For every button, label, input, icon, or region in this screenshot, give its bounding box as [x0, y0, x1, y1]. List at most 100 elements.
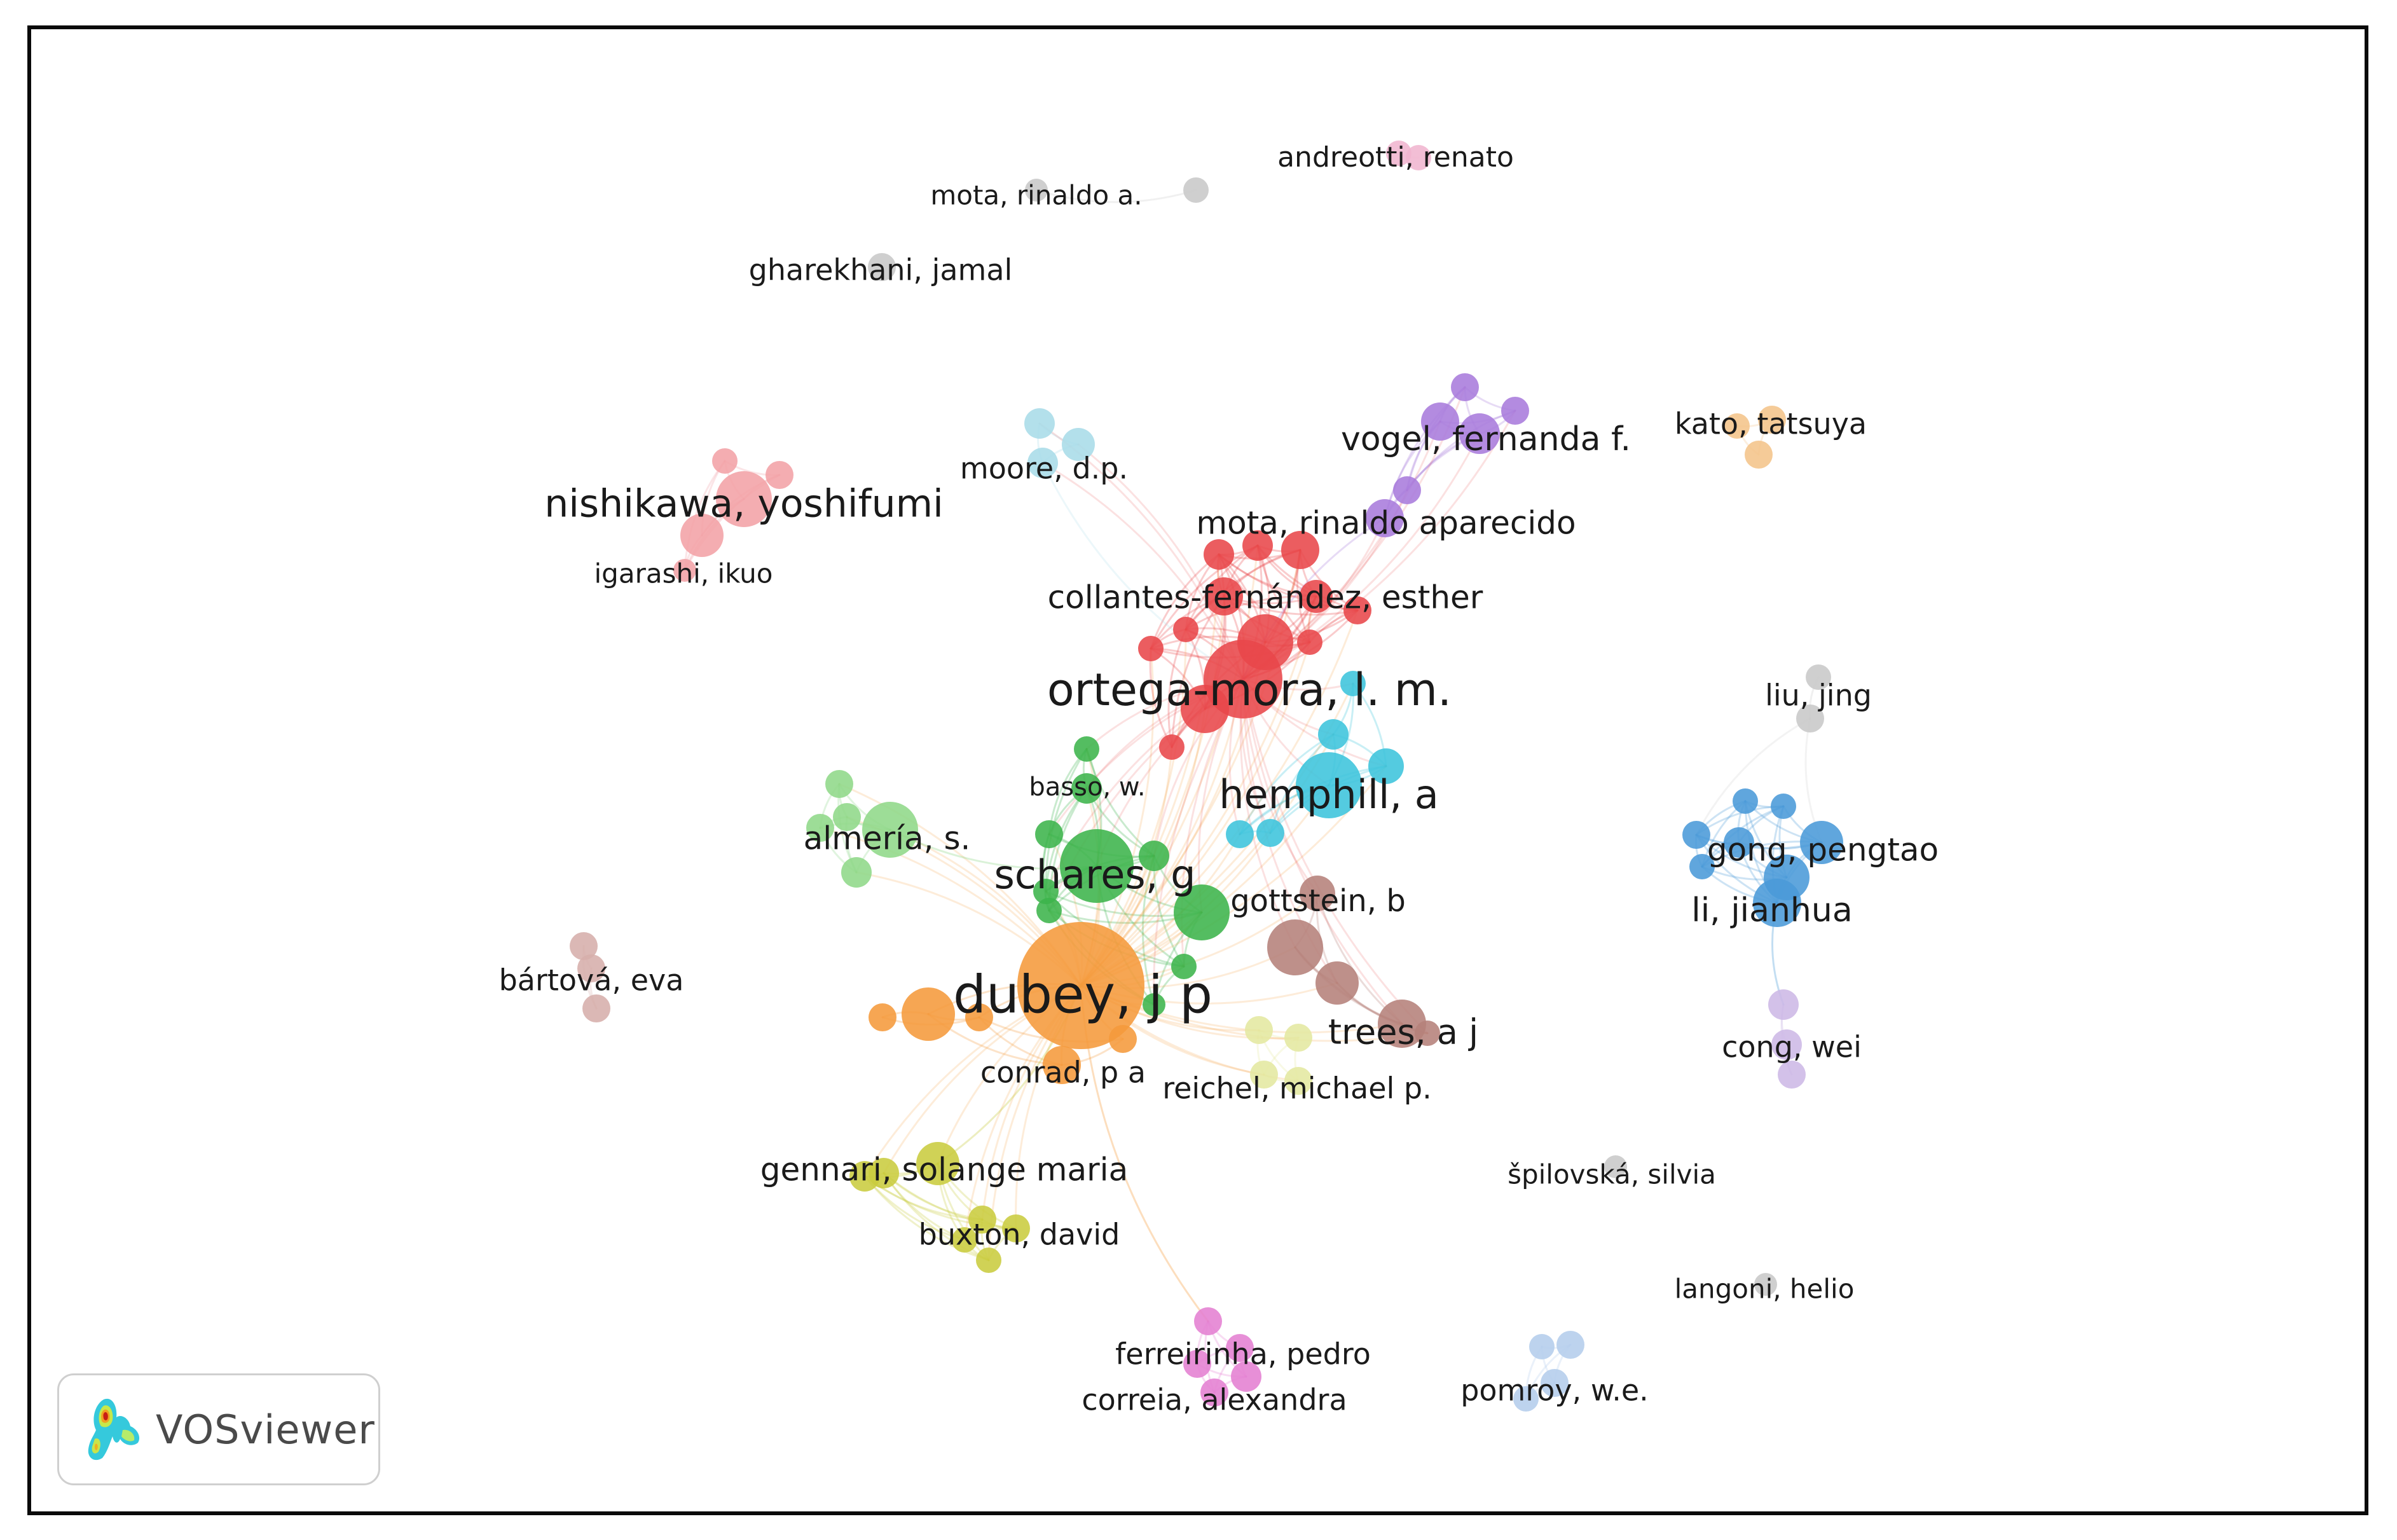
- author-node[interactable]: [1682, 821, 1710, 849]
- author-node[interactable]: [1529, 1334, 1555, 1359]
- author-node[interactable]: [968, 1206, 996, 1234]
- author-label[interactable]: li, jianhua: [1691, 891, 1852, 930]
- author-node[interactable]: [841, 857, 872, 888]
- author-node[interactable]: [862, 802, 918, 858]
- author-node[interactable]: [1036, 898, 1062, 923]
- author-node[interactable]: [1043, 1046, 1081, 1084]
- author-node[interactable]: [1267, 919, 1323, 975]
- author-node[interactable]: [673, 559, 696, 582]
- author-node[interactable]: [1231, 1361, 1261, 1392]
- author-node[interactable]: [1800, 821, 1843, 864]
- author-label[interactable]: gong, pengtao: [1707, 832, 1939, 869]
- author-node[interactable]: [916, 1142, 959, 1185]
- author-node[interactable]: [1406, 145, 1431, 170]
- author-node[interactable]: [1024, 408, 1055, 439]
- author-node[interactable]: [1250, 1061, 1278, 1089]
- author-label[interactable]: buxton, david: [919, 1218, 1120, 1252]
- author-node[interactable]: [1181, 685, 1229, 733]
- author-node[interactable]: [1194, 1307, 1222, 1335]
- author-label[interactable]: trees, a j: [1328, 1012, 1478, 1052]
- author-node[interactable]: [1315, 961, 1359, 1005]
- author-node[interactable]: [1754, 1273, 1777, 1296]
- author-node[interactable]: [1318, 719, 1349, 750]
- author-label[interactable]: andreotti, renato: [1277, 141, 1514, 174]
- author-node[interactable]: [1139, 841, 1169, 871]
- author-node[interactable]: [1415, 1021, 1440, 1046]
- author-node[interactable]: [976, 1248, 1001, 1273]
- author-node[interactable]: [1025, 179, 1048, 202]
- author-node[interactable]: [1174, 884, 1230, 940]
- author-node[interactable]: [869, 1158, 899, 1188]
- author-node[interactable]: [1297, 629, 1322, 655]
- author-node[interactable]: [1343, 596, 1371, 624]
- author-node[interactable]: [1173, 617, 1198, 642]
- author-node[interactable]: [1368, 748, 1404, 784]
- author-node[interactable]: [1556, 1331, 1584, 1359]
- author-node[interactable]: [1733, 788, 1758, 814]
- author-node[interactable]: [1205, 577, 1243, 615]
- author-node[interactable]: [1513, 1386, 1539, 1412]
- author-node[interactable]: [1183, 177, 1209, 203]
- author-node[interactable]: [1035, 820, 1063, 848]
- author-node[interactable]: [1806, 664, 1831, 690]
- author-node[interactable]: [1002, 1214, 1030, 1242]
- author-node[interactable]: [716, 471, 772, 527]
- author-node[interactable]: [1200, 1378, 1228, 1406]
- author-label[interactable]: vogel, fernanda f.: [1341, 420, 1631, 458]
- author-node[interactable]: [1340, 671, 1366, 696]
- author-node[interactable]: [1745, 441, 1773, 469]
- author-node[interactable]: [1796, 705, 1824, 732]
- author-node[interactable]: [1501, 397, 1529, 425]
- author-node[interactable]: [1138, 636, 1164, 661]
- author-node[interactable]: [1771, 1029, 1802, 1060]
- author-node[interactable]: [1386, 141, 1411, 166]
- author-node[interactable]: [1758, 406, 1786, 434]
- author-node[interactable]: [1296, 752, 1362, 818]
- author-label[interactable]: gottstein, b: [1230, 883, 1406, 919]
- author-node[interactable]: [868, 253, 896, 281]
- author-node[interactable]: [1159, 734, 1185, 760]
- author-node[interactable]: [1300, 876, 1335, 911]
- author-node[interactable]: [1724, 413, 1750, 439]
- author-label[interactable]: gharekhani, jamal: [749, 253, 1013, 287]
- author-label[interactable]: cong, wei: [1722, 1030, 1862, 1064]
- author-node[interactable]: [806, 814, 834, 842]
- author-label[interactable]: mota, rinaldo a.: [930, 180, 1142, 211]
- author-label[interactable]: basso, w.: [1029, 773, 1145, 802]
- author-node[interactable]: [1256, 819, 1284, 847]
- author-label[interactable]: hemphill, a: [1219, 771, 1439, 818]
- author-node[interactable]: [1459, 413, 1500, 454]
- author-label[interactable]: nishikawa, yoshifumi: [544, 482, 944, 526]
- author-node[interactable]: [833, 803, 861, 831]
- author-node[interactable]: [965, 1003, 993, 1031]
- author-node[interactable]: [1062, 428, 1095, 461]
- author-node[interactable]: [1071, 773, 1102, 804]
- author-node[interactable]: [1143, 993, 1165, 1016]
- author-node[interactable]: [1421, 402, 1459, 441]
- author-node[interactable]: [1604, 1155, 1627, 1178]
- author-label[interactable]: ortega-mora, l. m.: [1047, 664, 1452, 716]
- author-node[interactable]: [1393, 476, 1421, 504]
- author-node[interactable]: [1753, 879, 1801, 927]
- author-node[interactable]: [1451, 373, 1479, 401]
- author-node[interactable]: [1378, 1000, 1426, 1048]
- author-label[interactable]: almería, s.: [804, 820, 971, 857]
- author-node[interactable]: [1226, 1334, 1254, 1362]
- author-label[interactable]: collantes-fernández, esther: [1048, 579, 1483, 616]
- author-node[interactable]: [1237, 614, 1293, 670]
- author-label[interactable]: igarashi, ikuo: [594, 558, 773, 589]
- author-node[interactable]: [1768, 989, 1799, 1020]
- author-label[interactable]: mota, rinaldo aparecido: [1196, 505, 1576, 542]
- author-node[interactable]: [1284, 1067, 1312, 1095]
- author-node[interactable]: [1017, 922, 1144, 1049]
- author-label[interactable]: kato, tatsuya: [1675, 407, 1867, 441]
- author-node[interactable]: [1689, 854, 1715, 879]
- author-node[interactable]: [1183, 1350, 1211, 1378]
- author-node[interactable]: [1204, 539, 1234, 570]
- author-node[interactable]: [1226, 820, 1254, 848]
- author-node[interactable]: [1281, 531, 1319, 569]
- author-node[interactable]: [577, 954, 605, 982]
- author-node[interactable]: [1060, 829, 1134, 903]
- author-node[interactable]: [902, 987, 955, 1041]
- author-node[interactable]: [766, 461, 793, 489]
